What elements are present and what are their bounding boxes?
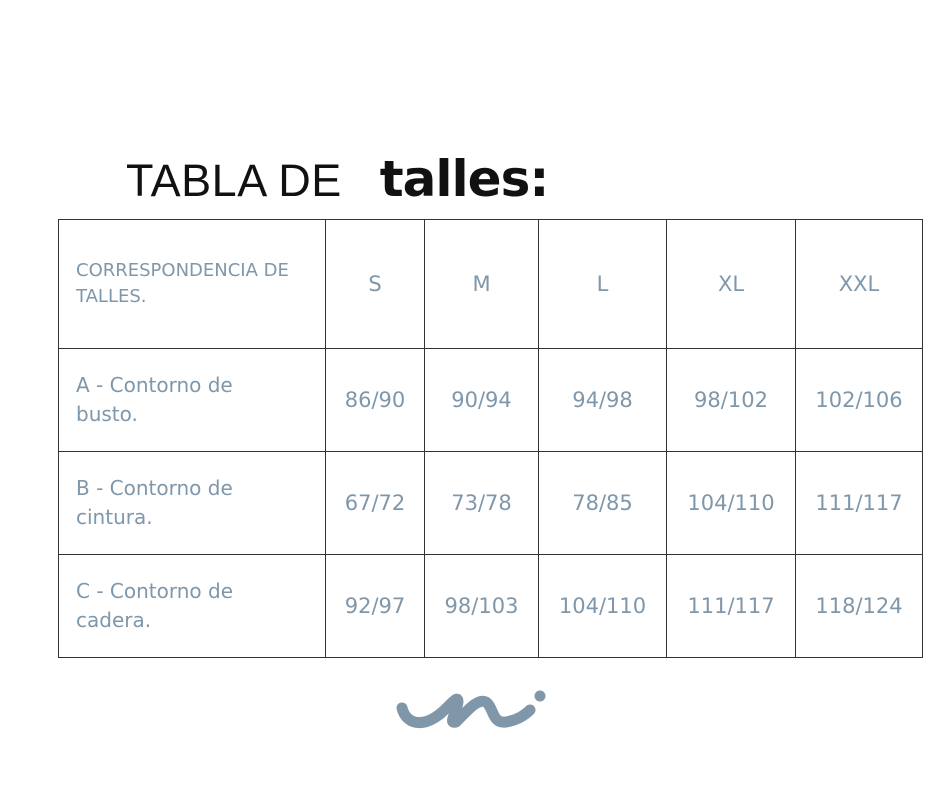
table-cell: 78/85 [538,451,667,555]
table-cell: 111/117 [666,554,796,658]
title-prefix: TABLA DE [126,155,342,206]
corner-label: CORRESPONDENCIA DE TALLES. [58,219,326,349]
table-cell: 104/110 [666,451,796,555]
table-cell: 67/72 [325,451,425,555]
size-header: M [424,219,539,349]
header-row: CORRESPONDENCIA DE TALLES. S M L XL XXL [58,219,923,349]
table-cell: 118/124 [795,554,923,658]
row-label: A - Contorno de busto. [58,348,326,452]
row-label: C - Contorno de cadera. [58,554,326,658]
table-cell: 86/90 [325,348,425,452]
table-cell: 104/110 [538,554,667,658]
table-row: A - Contorno de busto. 86/90 90/94 94/98… [58,348,923,452]
table-cell: 98/103 [424,554,539,658]
table-cell: 94/98 [538,348,667,452]
table-cell: 73/78 [424,451,539,555]
table-cell: 90/94 [424,348,539,452]
table-cell: 111/117 [795,451,923,555]
table-row: B - Contorno de cintura. 67/72 73/78 78/… [58,451,923,555]
size-header: XXL [795,219,923,349]
title-emphasis: talles: [379,150,550,208]
row-label: B - Contorno de cintura. [58,451,326,555]
size-header: L [538,219,667,349]
brand-squiggle-logo-icon [396,690,546,728]
table-cell: 102/106 [795,348,923,452]
size-header: S [325,219,425,349]
size-table: CORRESPONDENCIA DE TALLES. S M L XL XXL … [58,219,923,658]
table-cell: 92/97 [325,554,425,658]
table-row: C - Contorno de cadera. 92/97 98/103 104… [58,554,923,658]
size-header: XL [666,219,796,349]
page-title: TABLA DE talles: [126,150,550,210]
table-cell: 98/102 [666,348,796,452]
